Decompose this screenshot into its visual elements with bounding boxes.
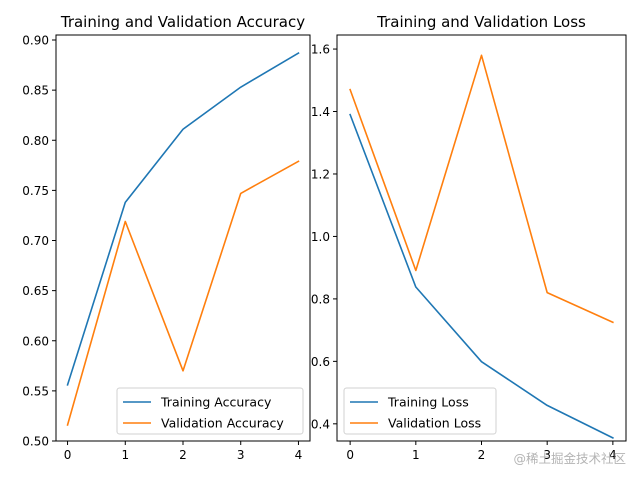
y-tick-label: 0.8: [311, 292, 330, 306]
chart-title: Training and Validation Accuracy: [60, 13, 305, 31]
chart-1: Training and Validation Accuracy 0 1 2 3 4 0.5…: [22, 13, 311, 462]
y-tick-label: 0.70: [22, 234, 49, 248]
axes-frame: [336, 34, 627, 442]
y-tick-label: 0.6: [311, 355, 330, 369]
x-tick-label: 4: [295, 448, 303, 462]
legend: Training Loss Validation Loss: [343, 387, 497, 435]
series-line-2: [349, 54, 614, 324]
x-tick-label: 2: [478, 448, 486, 462]
legend-box: [343, 387, 497, 435]
y-tick-label: 1.4: [311, 105, 330, 119]
series-line-1: [66, 51, 300, 386]
legend-label-2: Validation Accuracy: [161, 416, 284, 431]
legend-box: [116, 387, 304, 435]
series-line-2: [66, 160, 300, 426]
y-tick-label: 1.6: [311, 43, 330, 57]
x-tick-label: 1: [412, 448, 420, 462]
y-tick-label: 1.2: [311, 167, 330, 181]
x-tick-label: 3: [237, 448, 245, 462]
y-tick-label: 0.55: [22, 384, 49, 398]
y-tick-label: 0.90: [22, 34, 49, 48]
y-tick-label: 0.75: [22, 184, 49, 198]
chart-title: Training and Validation Loss: [376, 13, 586, 31]
chart-2: Training and Validation Loss 0 1 2 3 4 0.4 0.6 0…: [311, 13, 627, 462]
x-tick-label: 0: [346, 448, 354, 462]
x-tick-label: 4: [609, 448, 617, 462]
x-tick-label: 3: [543, 448, 551, 462]
watermark: @稀土掘金技术社区: [513, 451, 626, 466]
x-tick-label: 2: [179, 448, 187, 462]
legend-label-1: Training Loss: [387, 395, 469, 410]
y-tick-label: 0.80: [22, 134, 49, 148]
axes-frame: [55, 34, 311, 442]
y-tick-label: 0.60: [22, 334, 49, 348]
series-line-1: [349, 113, 614, 439]
y-tick-label: 1.0: [311, 230, 330, 244]
y-tick-label: 0.4: [311, 417, 330, 431]
y-tick-label: 0.85: [22, 84, 49, 98]
legend-label-2: Validation Loss: [388, 416, 481, 431]
legend: Training Accuracy Validation Accuracy: [116, 387, 304, 435]
x-tick-label: 1: [121, 448, 129, 462]
x-tick-label: 0: [64, 448, 72, 462]
legend-label-1: Training Accuracy: [160, 395, 272, 410]
y-tick-label: 0.65: [22, 284, 49, 298]
y-tick-label: 0.50: [22, 435, 49, 449]
